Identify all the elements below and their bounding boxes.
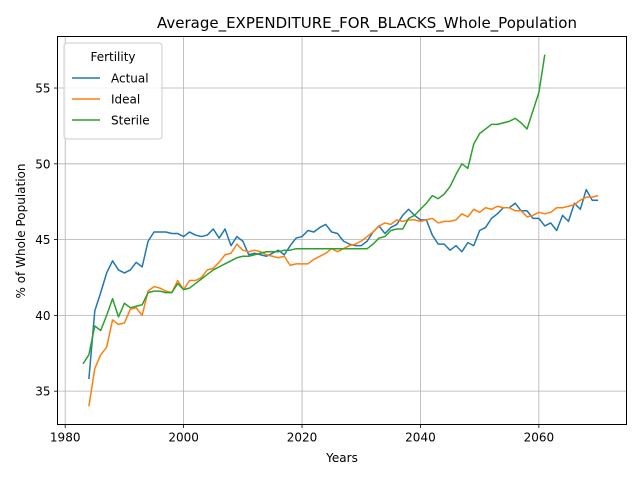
x-tick-label: 2060 bbox=[524, 431, 555, 445]
legend-title: Fertility bbox=[90, 50, 135, 64]
legend: Fertility Actual Ideal Sterile bbox=[63, 42, 163, 140]
series-line-actual bbox=[88, 188, 599, 380]
y-tick-label: 55 bbox=[35, 82, 50, 96]
grid bbox=[57, 36, 627, 425]
y-axis-ticks: 35 40 45 50 55 bbox=[35, 82, 58, 399]
y-axis-label: % of Whole Population bbox=[14, 164, 28, 299]
series-lines bbox=[82, 54, 599, 407]
plot-frame bbox=[57, 36, 627, 425]
y-tick-label: 35 bbox=[35, 385, 50, 399]
y-tick-label: 40 bbox=[35, 309, 50, 323]
x-tick-label: 2020 bbox=[287, 431, 318, 445]
y-tick-label: 50 bbox=[35, 157, 50, 171]
x-axis-label: Years bbox=[325, 451, 358, 465]
legend-items: Actual Ideal Sterile bbox=[72, 72, 150, 128]
x-tick-label: 2000 bbox=[168, 431, 199, 445]
legend-label-actual: Actual bbox=[111, 72, 149, 86]
legend-box bbox=[63, 42, 163, 140]
legend-label-ideal: Ideal bbox=[111, 93, 140, 107]
x-tick-label: 1980 bbox=[50, 431, 81, 445]
y-tick-label: 45 bbox=[35, 233, 50, 247]
x-tick-label: 2040 bbox=[405, 431, 436, 445]
x-axis-ticks: 1980 2000 2020 2040 2060 bbox=[50, 424, 555, 445]
series-line-sterile bbox=[82, 54, 546, 365]
chart-title: Average_EXPENDITURE_FOR_BLACKS_Whole_Pop… bbox=[157, 14, 577, 33]
legend-label-sterile: Sterile bbox=[111, 114, 150, 128]
